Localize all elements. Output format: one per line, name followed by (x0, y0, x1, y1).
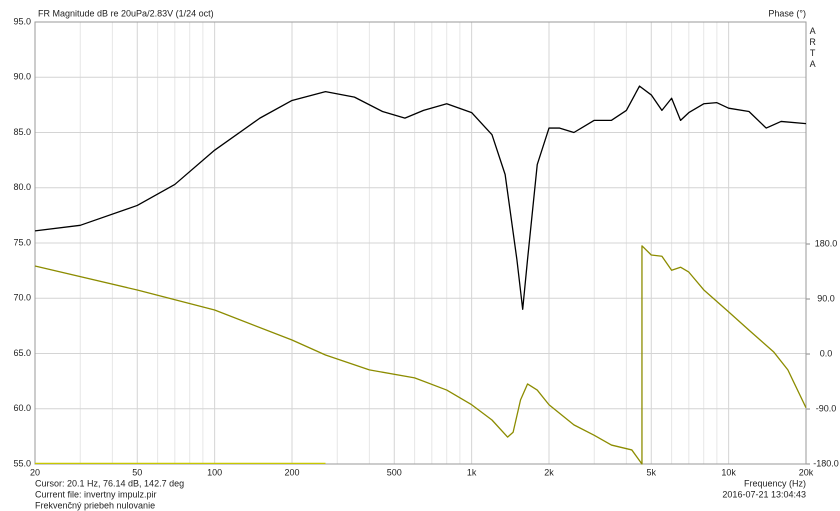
x-tick-label: 50 (132, 467, 142, 477)
x-tick-label: 2k (544, 467, 554, 477)
description: Frekvenčný priebeh nulovanie (35, 500, 155, 510)
y-tick-label: 55.0 (13, 458, 31, 468)
brand: ARTA (808, 26, 818, 70)
data-line (34, 245, 807, 465)
y-tick-label: 70.0 (13, 293, 31, 303)
y2-tick-label: 180.0 (815, 238, 838, 248)
x-tick-label: 1k (467, 467, 477, 477)
y2-tick-label: -180.0 (813, 458, 839, 468)
y2-tick-label: -90.0 (816, 403, 837, 413)
timestamp: 2016-07-21 13:04:43 (722, 489, 806, 499)
x-tick-label: 20 (30, 467, 40, 477)
y-tick-label: 80.0 (13, 182, 31, 192)
y2-tick-label: 0.0 (820, 348, 833, 358)
x-tick-label: 500 (387, 467, 402, 477)
x-tick-label: 200 (284, 467, 299, 477)
y-tick-label: 95.0 (13, 16, 31, 26)
x-tick-label: 10k (721, 467, 736, 477)
x-axis-title: Frequency (Hz) (744, 478, 806, 488)
y-tick-label: 60.0 (13, 403, 31, 413)
x-tick-label: 20k (799, 467, 814, 477)
y2-axis-title: Phase (°) (768, 8, 806, 18)
x-tick-label: 100 (207, 467, 222, 477)
chart-title: FR Magnitude dB re 20uPa/2.83V (1/24 oct… (38, 8, 214, 18)
data-line (34, 85, 807, 310)
x-tick-label: 5k (647, 467, 657, 477)
y-tick-label: 85.0 (13, 127, 31, 137)
y2-tick-label: 90.0 (817, 293, 835, 303)
file-info: Current file: invertny impulz.pir (35, 489, 157, 499)
y-tick-label: 65.0 (13, 348, 31, 358)
cursor-info: Cursor: 20.1 Hz, 76.14 dB, 142.7 deg (35, 478, 184, 488)
plot-border (34, 21, 807, 465)
y-tick-label: 75.0 (13, 237, 31, 247)
y-tick-label: 90.0 (13, 72, 31, 82)
